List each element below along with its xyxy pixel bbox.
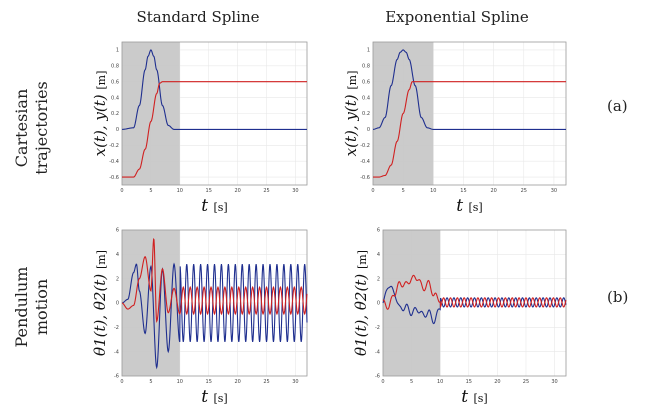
series-line-2t xyxy=(382,274,567,310)
x-tick-label: 5 xyxy=(149,188,152,194)
y-tick-label: 0 xyxy=(377,301,380,307)
y-tick-label: 1 xyxy=(116,48,119,54)
y-tick-label: 0.2 xyxy=(362,111,370,117)
x-tick-label: 30 xyxy=(292,379,298,385)
y-tick-label: -6 xyxy=(375,374,380,380)
y-tick-label: -4 xyxy=(114,349,119,355)
x-tick-label: 10 xyxy=(437,379,443,385)
series-line-yt xyxy=(373,81,566,178)
y-axis-label: θ1(t), θ2(t) [m] xyxy=(352,250,370,356)
y-tick-label: 2 xyxy=(377,276,380,282)
y-axis-label: x(t), y(t) [m] xyxy=(91,71,109,157)
series-line-yt xyxy=(122,81,307,178)
x-tick-label: 0 xyxy=(381,379,384,385)
chart-panel-3: 0 5 10 15 20 25 30 -6 -4 -2 0 2 4 6 t [s] θ1(t), θ2(t) … xyxy=(91,228,308,407)
x-tick-label: 25 xyxy=(521,188,527,194)
series-line-2t xyxy=(121,237,308,324)
column-title-standard-spline: Standard Spline xyxy=(136,8,260,26)
x-tick-label: 0 xyxy=(371,188,374,194)
x-tick-label: 5 xyxy=(402,188,405,194)
y-tick-label: -4 xyxy=(375,349,380,355)
y-tick-label: -0.4 xyxy=(109,159,119,165)
chart-panel-2: 0 5 10 15 20 25 30 -0.6 -0.4 -0.2 0 0.2 0.4 0.6 0.8 1 t … xyxy=(342,41,567,216)
y-tick-label: -0.6 xyxy=(360,175,370,181)
panel-tag-b: (b) xyxy=(607,288,629,306)
y-tick-label: 0.4 xyxy=(362,95,370,101)
y-tick-label: -2 xyxy=(375,325,380,331)
x-tick-label: 20 xyxy=(494,379,500,385)
series-line-xt xyxy=(372,49,566,130)
x-tick-label: 25 xyxy=(263,188,269,194)
shaded-interval xyxy=(383,230,441,376)
series-line-1t xyxy=(382,285,567,325)
y-axis-label: x(t), y(t) [m] xyxy=(342,71,360,157)
x-tick-label: 25 xyxy=(523,379,529,385)
series-line-1t xyxy=(121,262,308,370)
y-tick-label: 6 xyxy=(377,228,380,234)
x-tick-label: 5 xyxy=(149,379,152,385)
x-axis-label: t [s] xyxy=(456,196,482,216)
y-tick-label: 0 xyxy=(116,127,119,133)
shaded-interval xyxy=(122,230,180,376)
y-tick-label: 1 xyxy=(367,48,370,54)
x-tick-label: 20 xyxy=(234,379,240,385)
x-tick-label: 20 xyxy=(490,188,496,194)
chart-panel-1: 0 5 10 15 20 25 30 -0.6 -0.4 -0.2 0 0.2 0.4 0.6 0.8 1 t … xyxy=(91,41,308,216)
x-tick-label: 0 xyxy=(120,379,123,385)
axes-frame xyxy=(372,41,567,186)
column-title-exponential-spline: Exponential Spline xyxy=(385,8,529,26)
y-tick-label: 0 xyxy=(367,127,370,133)
y-tick-label: -0.4 xyxy=(360,159,370,165)
axes-frame xyxy=(121,41,308,186)
x-tick-label: 30 xyxy=(292,188,298,194)
x-tick-label: 10 xyxy=(177,379,183,385)
y-tick-label: 0.4 xyxy=(111,95,119,101)
y-tick-label: 0.2 xyxy=(111,111,119,117)
x-tick-label: 15 xyxy=(206,379,212,385)
x-tick-label: 30 xyxy=(551,188,557,194)
y-tick-label: 4 xyxy=(377,252,380,258)
x-tick-label: 5 xyxy=(410,379,413,385)
y-tick-label: -2 xyxy=(114,325,119,331)
chart-panel-4: 0 5 10 15 20 25 30 -6 -4 -2 0 2 4 6 t [s] θ1(t), θ2(t) … xyxy=(352,228,567,407)
series-line-xt xyxy=(121,49,307,130)
shaded-interval xyxy=(122,42,180,185)
x-tick-label: 10 xyxy=(177,188,183,194)
y-tick-label: 0.6 xyxy=(362,79,370,85)
x-tick-label: 15 xyxy=(206,188,212,194)
x-tick-label: 30 xyxy=(551,379,557,385)
y-tick-label: -0.2 xyxy=(360,143,370,149)
y-tick-label: 0.8 xyxy=(362,64,370,70)
y-tick-label: 2 xyxy=(116,276,119,282)
x-tick-label: 15 xyxy=(460,188,466,194)
y-tick-label: 0 xyxy=(116,301,119,307)
panel-tag-a: (a) xyxy=(607,97,628,115)
x-tick-label: 15 xyxy=(466,379,472,385)
y-tick-label: -0.6 xyxy=(109,175,119,181)
y-tick-label: -0.2 xyxy=(109,143,119,149)
y-tick-label: 0.8 xyxy=(111,64,119,70)
x-axis-label: t [s] xyxy=(201,196,227,216)
y-tick-label: 4 xyxy=(116,252,119,258)
x-tick-label: 20 xyxy=(234,188,240,194)
x-tick-label: 25 xyxy=(263,379,269,385)
y-tick-label: 6 xyxy=(116,228,119,234)
x-axis-label: t [s] xyxy=(461,387,487,407)
y-axis-label: θ1(t), θ2(t) [m] xyxy=(91,250,109,356)
x-axis-label: t [s] xyxy=(201,387,227,407)
y-tick-label: -6 xyxy=(114,374,119,380)
x-tick-label: 10 xyxy=(430,188,436,194)
y-tick-label: 0.6 xyxy=(111,79,119,85)
x-tick-label: 0 xyxy=(120,188,123,194)
